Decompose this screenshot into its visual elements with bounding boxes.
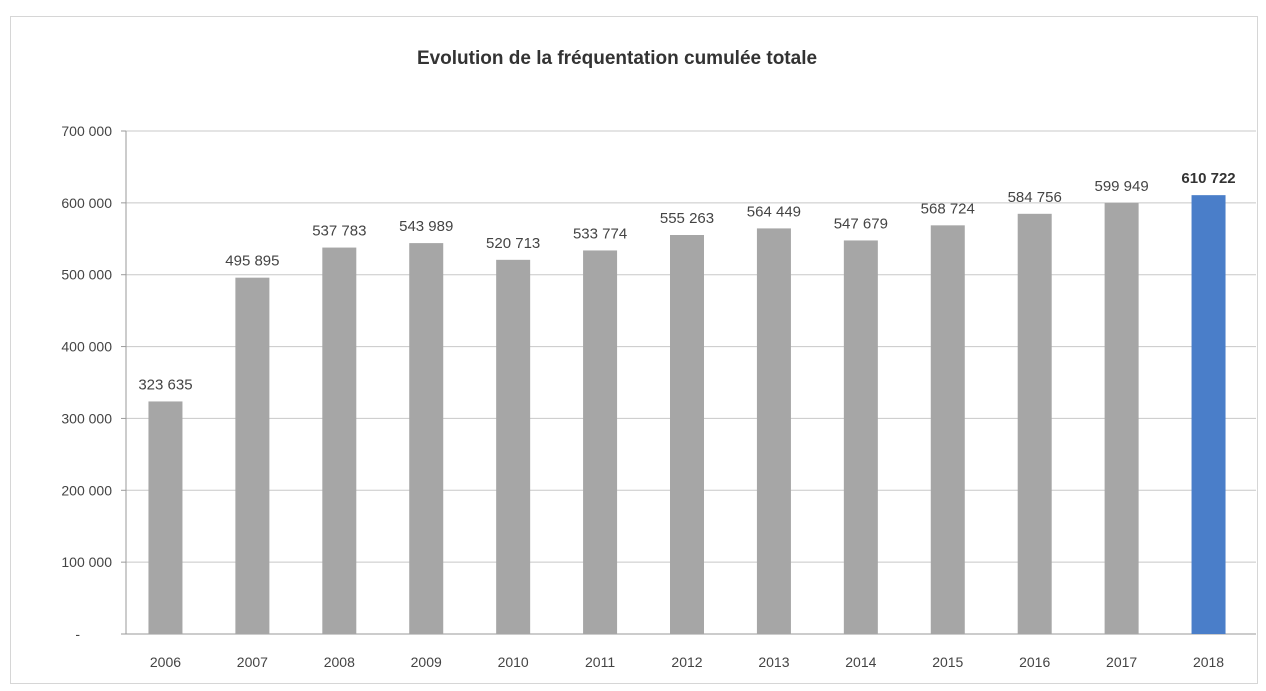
data-label-2016: 584 756 <box>1008 189 1062 206</box>
bar-2014 <box>843 240 878 634</box>
x-axis-ticks: 2006 2007 2008 2009 2010 2011 2012 2013 2014 2015… <box>150 654 1224 670</box>
y-tick-label: 200 000 <box>61 482 112 498</box>
bar-2017 <box>1104 202 1139 634</box>
x-tick-label-2018: 2018 <box>1193 654 1224 670</box>
y-tick-label: 400 000 <box>61 339 112 355</box>
bar-2008 <box>322 247 357 634</box>
y-tick-label: 500 000 <box>61 267 112 283</box>
bar-2007 <box>235 277 270 634</box>
x-tick-label-2017: 2017 <box>1106 654 1137 670</box>
data-label-2014: 547 679 <box>834 215 888 232</box>
data-label-2007: 495 895 <box>225 253 279 270</box>
bar-2013 <box>756 228 791 634</box>
y-axis-ticks: - 100 000 200 000 300 000 400 000 500 000 600 … <box>61 123 112 642</box>
bar-2012 <box>670 235 704 634</box>
data-label-2008: 537 783 <box>312 223 366 240</box>
chart-title: Evolution de la fréquentation cumulée to… <box>417 48 817 69</box>
bar-2018 <box>1191 195 1226 634</box>
y-tick-label: 600 000 <box>61 195 112 211</box>
bar-2009 <box>409 243 444 634</box>
y-tick-label: 100 000 <box>61 554 112 570</box>
data-label-2015: 568 724 <box>921 200 975 217</box>
x-tick-label-2014: 2014 <box>845 654 876 670</box>
data-label-2010: 520 713 <box>486 235 540 252</box>
bars <box>148 195 1226 635</box>
bar-2010 <box>496 259 531 634</box>
data-label-2018: 610 722 <box>1181 170 1235 187</box>
x-tick-label-2007: 2007 <box>237 654 268 670</box>
data-label-2012: 555 263 <box>660 210 714 227</box>
bar-2016 <box>1017 213 1052 635</box>
x-tick-label-2009: 2009 <box>411 654 442 670</box>
x-tick-label-2010: 2010 <box>498 654 529 670</box>
x-tick-label-2011: 2011 <box>585 654 615 670</box>
y-tick-label: 700 000 <box>61 123 112 139</box>
data-label-2011: 533 774 <box>573 225 627 242</box>
bar-2006 <box>148 401 183 634</box>
x-tick-label-2012: 2012 <box>671 654 702 670</box>
data-label-2017: 599 949 <box>1094 178 1148 195</box>
y-tick-label: 300 000 <box>61 410 112 426</box>
data-label-2013: 564 449 <box>747 203 801 220</box>
x-tick-label-2013: 2013 <box>758 654 789 670</box>
data-label-2009: 543 989 <box>399 218 453 235</box>
x-tick-label-2006: 2006 <box>150 654 181 670</box>
x-tick-label-2008: 2008 <box>324 654 355 670</box>
data-label-2006: 323 635 <box>138 376 192 393</box>
data-labels: 323 635 495 895 537 783 543 989 520 713 533 7… <box>138 170 1235 393</box>
y-tick-label: - <box>75 626 80 642</box>
x-tick-label-2016: 2016 <box>1019 654 1050 670</box>
bar-2015 <box>930 225 965 634</box>
bar-2011 <box>583 250 618 634</box>
x-tick-label-2015: 2015 <box>932 654 963 670</box>
